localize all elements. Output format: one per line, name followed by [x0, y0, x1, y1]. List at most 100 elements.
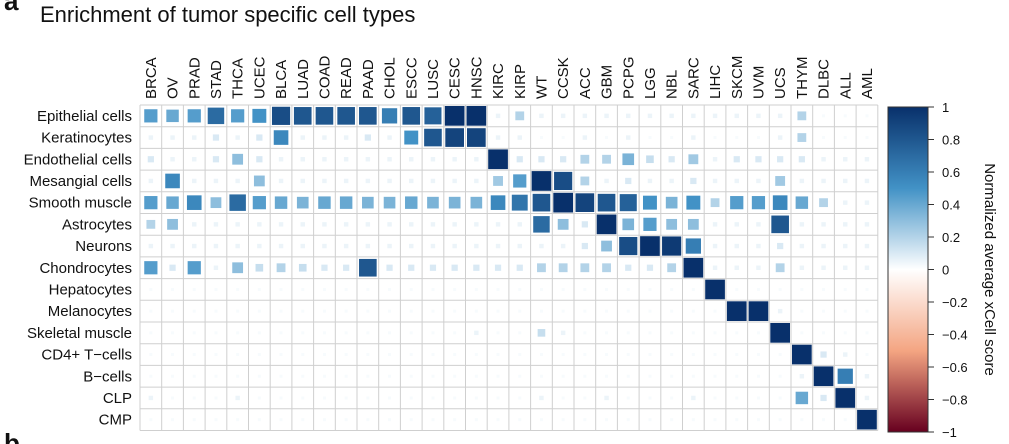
- heatmap-cell: [149, 418, 153, 422]
- heatmap-cell: [170, 243, 175, 249]
- row-label: CMP: [99, 412, 132, 429]
- heatmap-cell: [494, 264, 502, 271]
- heatmap-cell: [777, 308, 783, 314]
- heatmap-cell: [321, 264, 328, 271]
- heatmap-cell: [734, 222, 739, 227]
- heatmap-cell: [778, 287, 782, 291]
- heatmap-cell: [409, 396, 413, 400]
- heatmap-cell: [430, 222, 436, 227]
- heatmap-cell: [539, 374, 543, 378]
- heatmap-cell: [669, 113, 674, 119]
- heatmap-cell: [691, 309, 695, 313]
- heatmap-cell: [734, 178, 739, 184]
- panel-letter-b: b: [4, 428, 20, 444]
- heatmap-cell: [344, 287, 348, 291]
- heatmap-cell: [279, 309, 283, 313]
- heatmap-cell: [344, 353, 348, 357]
- heatmap-cell: [257, 331, 261, 335]
- heatmap-cell: [149, 287, 153, 291]
- heatmap-cell: [252, 108, 267, 123]
- row-labels: Epithelial cells Keratinocytes Endothelial…: [24, 108, 132, 429]
- heatmap-cell: [301, 396, 305, 400]
- heatmap-cell: [756, 136, 760, 140]
- heatmap-cell: [171, 331, 175, 335]
- heatmap-cell: [474, 309, 478, 313]
- heatmap-cell: [843, 114, 847, 118]
- heatmap-cell: [795, 391, 809, 405]
- heatmap-cell: [670, 374, 674, 378]
- heatmap-cell: [775, 263, 785, 273]
- heatmap-cell: [496, 396, 500, 400]
- heatmap-cell: [561, 136, 565, 140]
- heatmap-cell: [735, 396, 739, 400]
- heatmap-cell: [532, 193, 551, 212]
- heatmap-cell: [670, 331, 674, 335]
- heatmap-cell: [648, 136, 652, 140]
- heatmap-cell: [691, 395, 696, 401]
- column-label: READ: [338, 57, 355, 99]
- heatmap-cell: [583, 309, 587, 313]
- heatmap-cell: [516, 156, 523, 163]
- heatmap-cell: [597, 193, 616, 212]
- heatmap-cell: [322, 353, 326, 357]
- heatmap-cell: [712, 113, 718, 119]
- heatmap-cell: [864, 222, 870, 227]
- colorbar: 1 0.8 0.6 0.4 0.2 0 −0.2 −0.4 −0.6 −0.8 −1 Normaliz…: [887, 100, 998, 440]
- heatmap-cell: [424, 128, 442, 147]
- heatmap-cell: [488, 149, 508, 170]
- heatmap-cell: [453, 396, 457, 400]
- heatmap-cell: [605, 287, 609, 291]
- heatmap-cell: [712, 178, 718, 184]
- heatmap-cell: [777, 113, 783, 119]
- heatmap-cell: [772, 195, 788, 210]
- column-labels: BRCA OV PRAD STAD THCA UCEC BLCA LUAD COAD READ PA…: [143, 55, 876, 99]
- heatmap-cell: [409, 309, 413, 313]
- heatmap-cell: [453, 353, 457, 357]
- heatmap-cell: [388, 309, 392, 313]
- heatmap-cell: [235, 222, 240, 227]
- heatmap-cell: [643, 217, 657, 231]
- heatmap-cell: [365, 243, 371, 249]
- heatmap-cell: [797, 133, 807, 142]
- heatmap-cell: [705, 279, 725, 300]
- heatmap-cell: [756, 374, 760, 378]
- heatmap-cell: [236, 374, 240, 378]
- heatmap-cell: [322, 418, 326, 422]
- heatmap-cell: [301, 309, 305, 313]
- column-label: AML: [859, 68, 876, 99]
- heatmap-cell: [561, 396, 565, 400]
- heatmap-cell: [431, 331, 435, 335]
- heatmap-cell: [451, 264, 458, 271]
- column-label: DLBC: [816, 59, 833, 99]
- heatmap-cell: [604, 178, 609, 184]
- heatmap-cell: [495, 135, 501, 140]
- heatmap-cell: [300, 178, 305, 184]
- heatmap-cell: [169, 264, 176, 271]
- heatmap-cell: [710, 198, 720, 208]
- heatmap-cell: [605, 418, 609, 422]
- heatmap-cell: [821, 157, 826, 162]
- heatmap-cell: [864, 374, 870, 379]
- heatmap-cell: [670, 136, 674, 140]
- heatmap-cell: [343, 157, 349, 162]
- heatmap-cell: [214, 287, 218, 291]
- heatmap-cell: [255, 263, 264, 272]
- heatmap-cell: [365, 157, 371, 162]
- column-label: UVM: [750, 66, 767, 99]
- column-label: UCEC: [251, 56, 268, 99]
- heatmap-cell: [713, 418, 717, 422]
- heatmap-cell: [387, 135, 392, 140]
- heatmap-cell: [864, 157, 870, 162]
- heatmap-cell: [431, 309, 435, 313]
- column-label: PAAD: [360, 59, 377, 99]
- heatmap-cell: [626, 113, 631, 119]
- heatmap-cell: [605, 331, 609, 335]
- heatmap-cell: [409, 157, 414, 162]
- heatmap-cell: [452, 243, 457, 249]
- heatmap-cell: [257, 418, 261, 422]
- heatmap-cell: [453, 331, 457, 335]
- heatmap-cell: [214, 309, 218, 313]
- heatmap-cell: [213, 222, 219, 227]
- column-label: HNSC: [468, 56, 485, 99]
- heatmap-cell: [409, 287, 413, 291]
